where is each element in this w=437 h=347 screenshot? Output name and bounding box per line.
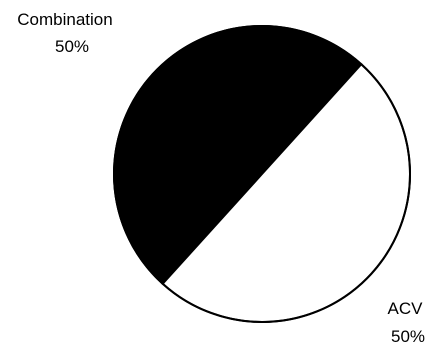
pie-outline: [113, 25, 411, 323]
slice-percent-combination: 50%: [55, 37, 89, 56]
pie-slices: [113, 25, 411, 323]
slice-label-acv: ACV: [388, 299, 424, 318]
slice-label-combination: Combination: [17, 10, 112, 29]
slice-percent-acv: 50%: [391, 327, 425, 346]
